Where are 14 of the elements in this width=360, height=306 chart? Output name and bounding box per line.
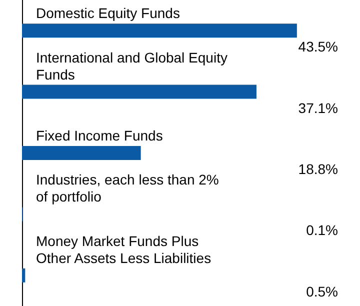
bar [22,24,297,38]
y-tick-label: Industries, each less than 2% of portfolio [36,172,223,205]
data-label: 0.5% [306,283,338,300]
y-tick-label: Money Market Funds Plus Other Assets Less Liabilities [36,232,212,266]
data-label: 0.1% [306,222,338,238]
data-label: 43.5% [298,38,338,55]
y-tick-label: International and Global Equity Funds [36,49,232,82]
data-label: 37.1% [298,100,338,116]
y-tick-label: Fixed Income Funds [36,128,163,144]
bar [22,268,26,282]
data-label: 18.8% [298,161,338,177]
y-tick-label: Domestic Equity Funds [36,5,180,22]
bar [22,146,141,160]
bar [22,84,256,99]
